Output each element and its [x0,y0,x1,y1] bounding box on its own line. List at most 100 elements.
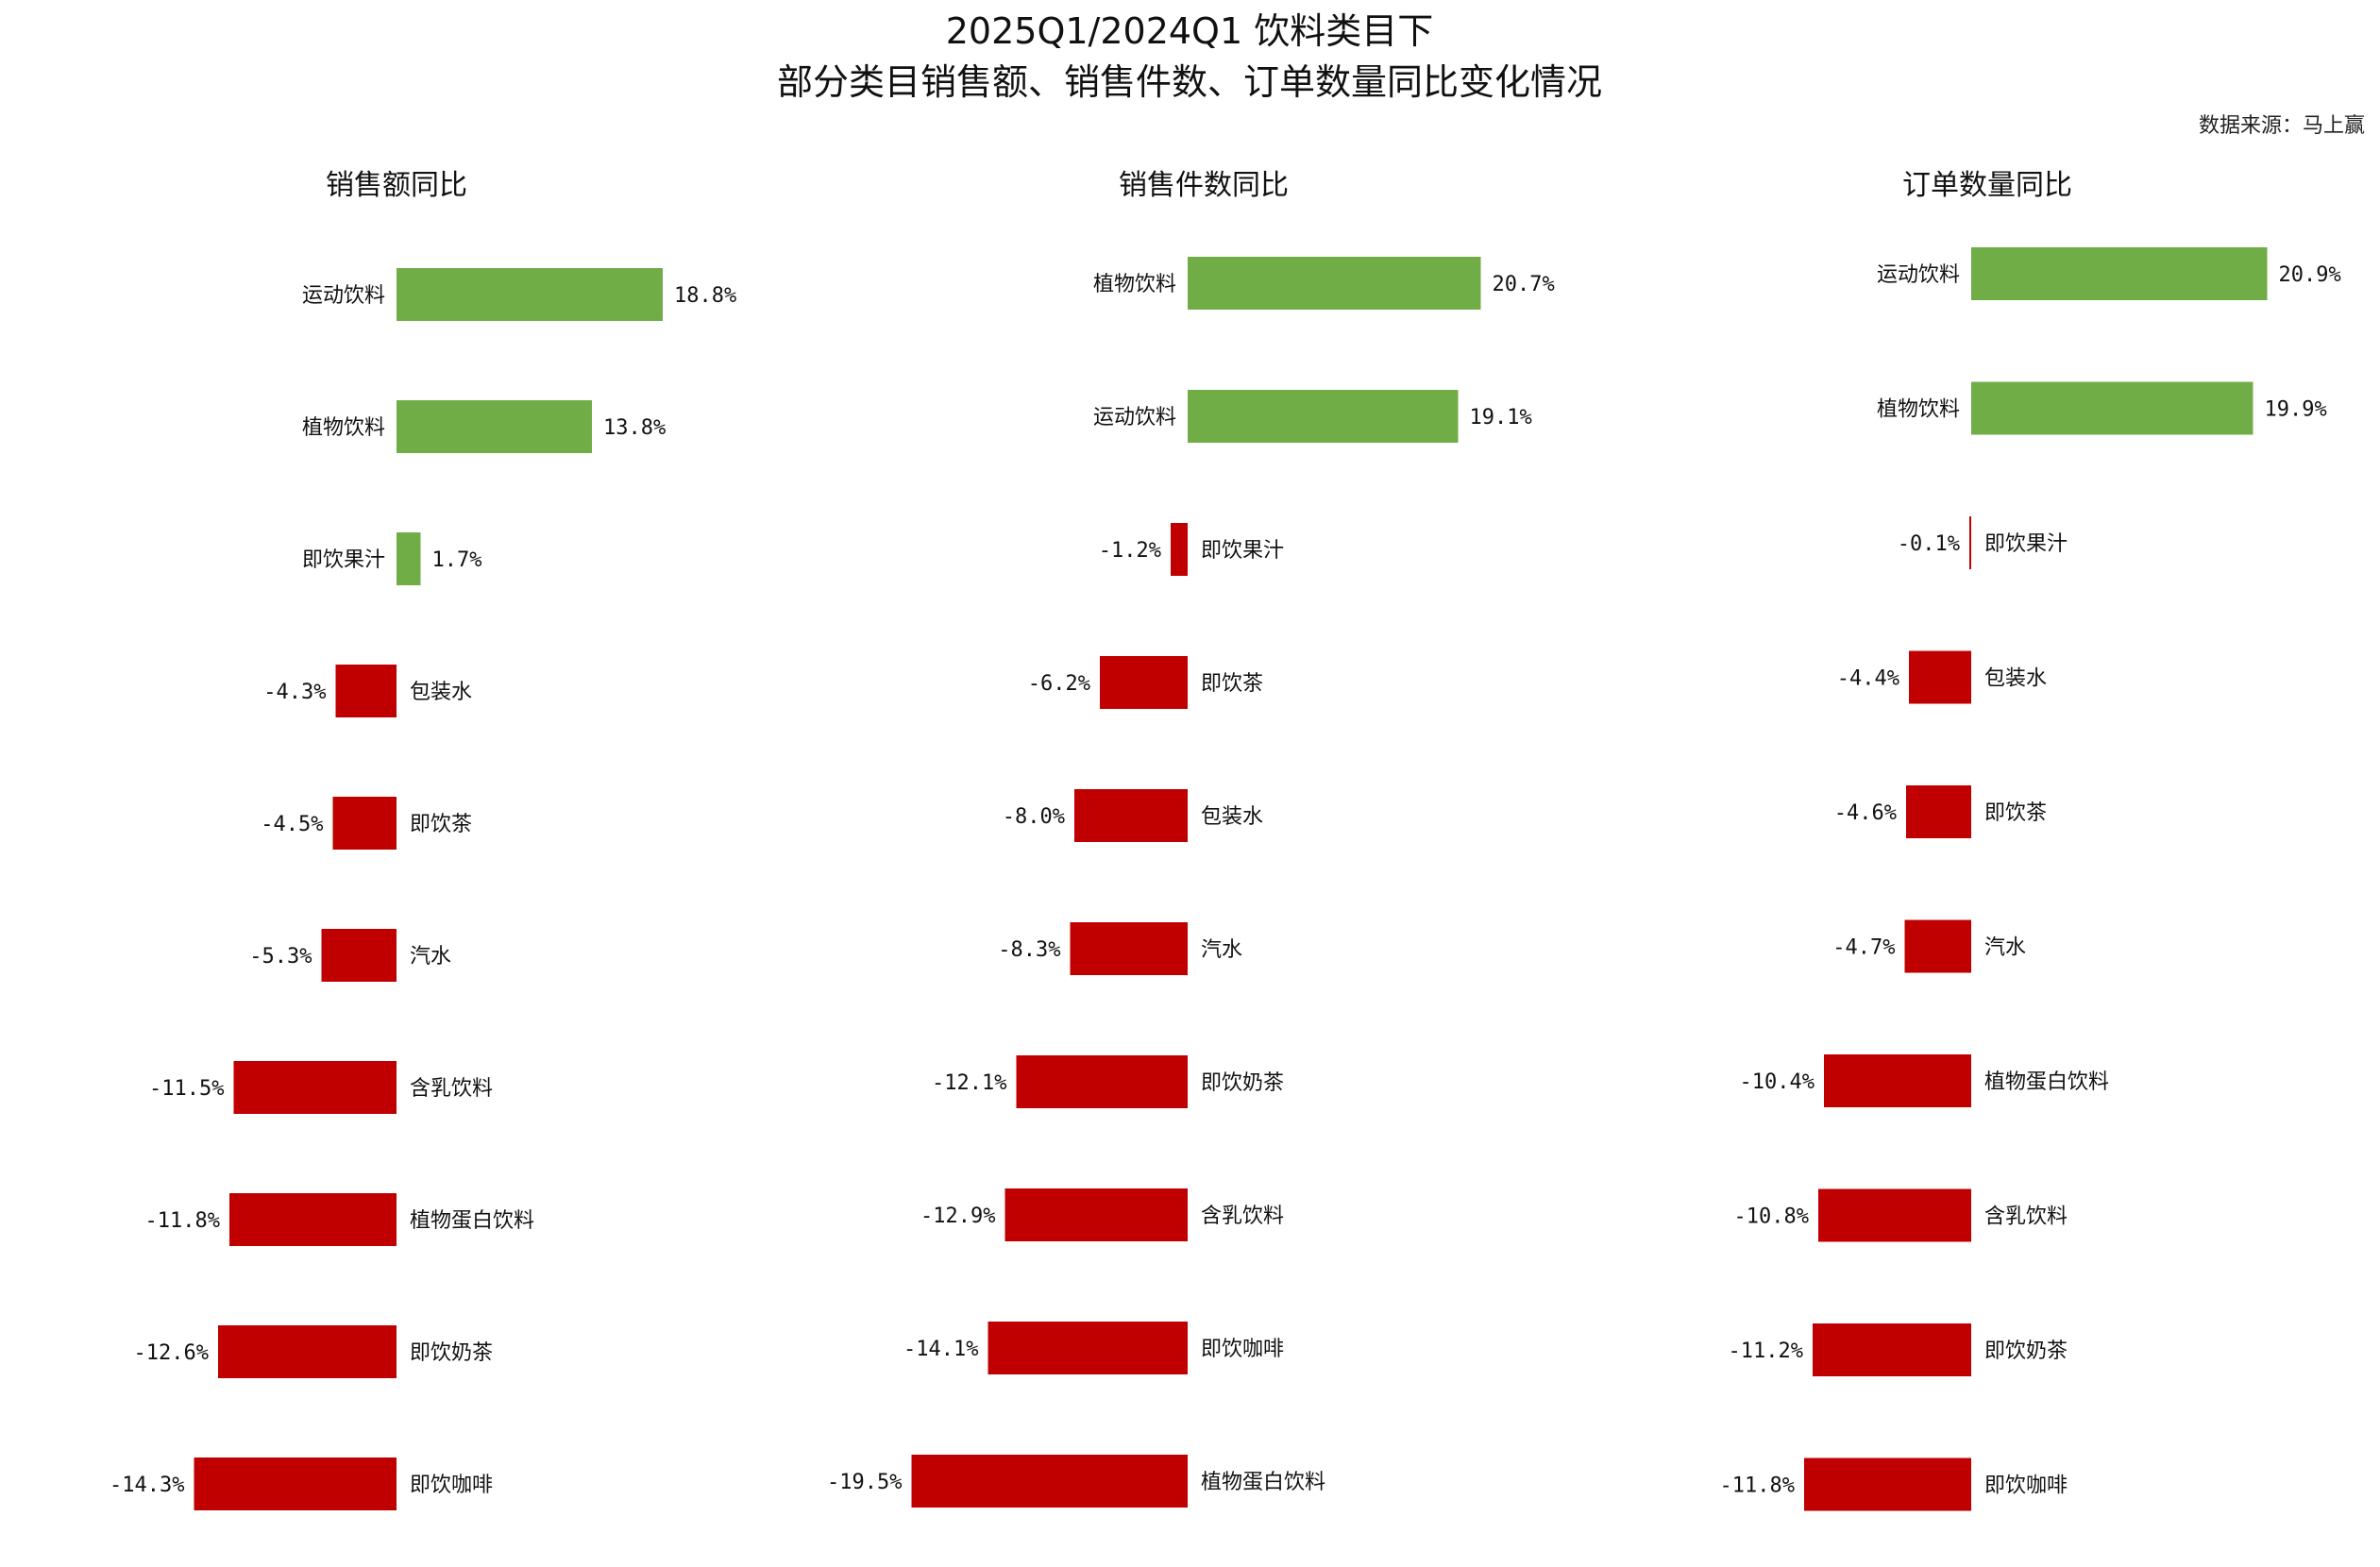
data-label: -0.1% [1898,532,1960,556]
category-label: 即饮果汁 [1984,532,2068,556]
data-label: 19.1% [1470,406,1532,430]
category-label: 包装水 [1201,805,1263,829]
category-label: 即饮咖啡 [410,1474,493,1497]
bar [911,1455,1188,1508]
category-label: 含乳饮料 [410,1077,493,1101]
bar [1971,247,2268,300]
bar [332,797,397,850]
category-label: 即饮奶茶 [410,1341,493,1365]
data-label: -4.4% [1837,667,1899,691]
bar [1070,922,1188,975]
bar [335,665,397,717]
category-label: 即饮果汁 [302,548,385,572]
bar [397,400,592,453]
bar [194,1457,397,1510]
data-label: -6.2% [1028,672,1090,696]
category-label: 汽水 [1984,936,2026,960]
data-label: -8.0% [1003,805,1065,829]
bar [1813,1323,1971,1376]
bar [233,1061,397,1114]
bar [1904,919,1971,973]
data-label: -11.2% [1729,1340,1803,1363]
chart-subtitle: 部分类目销售额、销售件数、订单数量同比变化情况 [777,61,1602,103]
bar [1969,516,1971,569]
chart-title: 2025Q1/2024Q1 饮料类目下 [946,10,1433,52]
data-label: -10.8% [1734,1205,1809,1229]
data-label: -4.3% [263,681,326,704]
data-label: -8.3% [998,938,1060,962]
bar [1188,257,1481,310]
category-label: 运动饮料 [1093,406,1176,430]
bar [321,929,397,982]
category-label: 植物饮料 [1093,273,1176,296]
category-label: 即饮果汁 [1201,539,1284,563]
bar [1818,1188,1971,1242]
bar [1016,1055,1188,1108]
data-label: -19.5% [827,1471,902,1494]
category-label: 植物蛋白饮料 [410,1209,534,1233]
bar [1100,656,1188,709]
category-label: 即饮茶 [1984,801,2047,825]
category-label: 植物蛋白饮料 [1984,1070,2109,1094]
panel-title: 销售额同比 [326,169,467,202]
data-label: 1.7% [432,548,482,572]
category-label: 即饮奶茶 [1984,1340,2068,1363]
data-label: -12.1% [932,1071,1006,1095]
bar-panel-1: 销售额同比 18.8% 运动饮料 13.8% 植物饮料 1.7% 即饮果汁 -4.3% 包装水 -… [110,169,736,1510]
category-label: 包装水 [410,681,472,704]
category-label: 即饮咖啡 [1984,1474,2068,1498]
data-label: -14.1% [903,1338,978,1361]
bar [229,1193,397,1246]
data-label: 18.8% [674,284,736,308]
category-label: 即饮咖啡 [1201,1338,1284,1361]
category-label: 运动饮料 [1877,263,1960,287]
panel-title: 销售件数同比 [1119,169,1289,202]
data-label: -11.8% [1720,1474,1795,1498]
bar [987,1322,1188,1374]
bar [1004,1188,1188,1241]
data-label: -4.7% [1832,936,1895,960]
data-label: -11.8% [145,1209,220,1233]
data-source-note: 数据来源：马上赢 [2199,114,2365,138]
data-label: -4.5% [261,813,323,836]
data-label: -10.4% [1740,1070,1815,1094]
data-label: -11.5% [149,1077,224,1101]
bar [1074,789,1188,842]
category-label: 运动饮料 [302,284,385,308]
data-label: 13.8% [603,416,666,440]
category-label: 植物饮料 [1877,398,1960,422]
bar [218,1325,397,1378]
bar-panel-3: 订单数量同比 20.9% 运动饮料 19.9% 植物饮料 -0.1% 即饮果汁 -4.4% 包装… [1720,169,2341,1511]
category-label: 即饮奶茶 [1201,1071,1284,1095]
category-label: 包装水 [1984,667,2047,691]
data-label: 19.9% [2265,398,2327,422]
category-label: 含乳饮料 [1201,1205,1284,1228]
data-label: -14.3% [110,1474,184,1497]
data-label: -12.9% [920,1205,995,1228]
panel-title: 订单数量同比 [1902,169,2072,202]
data-label: -5.3% [249,945,312,969]
category-label: 植物蛋白饮料 [1201,1471,1325,1494]
bar [1188,390,1459,443]
data-label: -12.6% [134,1341,209,1365]
data-label: 20.7% [1493,273,1555,296]
bar [1971,381,2253,435]
data-label: 20.9% [2279,263,2341,287]
bar [1804,1457,1971,1511]
category-label: 汽水 [410,945,451,969]
bar [1909,650,1971,704]
category-label: 含乳饮料 [1984,1205,2068,1229]
data-label: -4.6% [1834,801,1897,825]
bar [397,268,663,321]
bar [1824,1054,1971,1107]
category-label: 植物饮料 [302,416,385,440]
bar [397,532,421,585]
bar-panel-2: 销售件数同比 20.7% 植物饮料 19.1% 运动饮料 -1.2% 即饮果汁 -6.2% 即饮… [827,169,1555,1508]
data-label: -1.2% [1099,539,1161,563]
bar [1171,523,1188,576]
category-label: 即饮茶 [410,813,472,836]
category-label: 汽水 [1201,938,1242,962]
category-label: 即饮茶 [1201,672,1263,696]
bar [1906,785,1971,838]
